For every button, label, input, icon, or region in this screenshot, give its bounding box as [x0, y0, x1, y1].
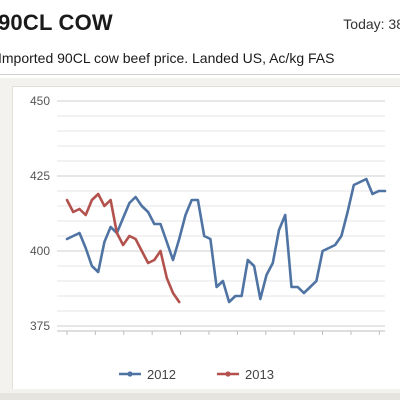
page-title: 90CL COW	[0, 10, 113, 35]
x-axis-ticks	[66, 331, 380, 335]
today-value: Today: 38	[343, 16, 400, 32]
series-line-2012	[65, 177, 387, 304]
y-tick-label: 425	[30, 169, 50, 183]
chart-subtitle: Imported 90CL cow beef price. Landed US,…	[0, 50, 335, 66]
chart-container: 375 400 425 450 2012 2013	[12, 86, 400, 389]
series-line-2013	[65, 192, 181, 304]
y-tick-label: 400	[30, 244, 50, 258]
subtitle-bar: Imported 90CL cow beef price. Landed US,…	[0, 42, 400, 75]
chart-panel: 375 400 425 450 2012 2013	[0, 78, 400, 393]
y-tick-label: 450	[30, 94, 50, 108]
legend-label-2012: 2012	[147, 367, 176, 382]
bottom-strip	[0, 393, 400, 400]
header: 90CL COW Today: 38	[0, 0, 400, 42]
legend-marker-2012	[127, 371, 133, 377]
y-axis-labels: 375 400 425 450	[30, 94, 50, 333]
legend: 2012 2013	[119, 367, 274, 382]
series-layer	[65, 177, 387, 304]
legend-label-2013: 2013	[245, 367, 274, 382]
y-tick-label: 375	[30, 319, 50, 333]
line-chart: 375 400 425 450 2012 2013	[30, 94, 387, 382]
grid-layer	[57, 100, 385, 332]
legend-marker-2013	[225, 371, 231, 377]
